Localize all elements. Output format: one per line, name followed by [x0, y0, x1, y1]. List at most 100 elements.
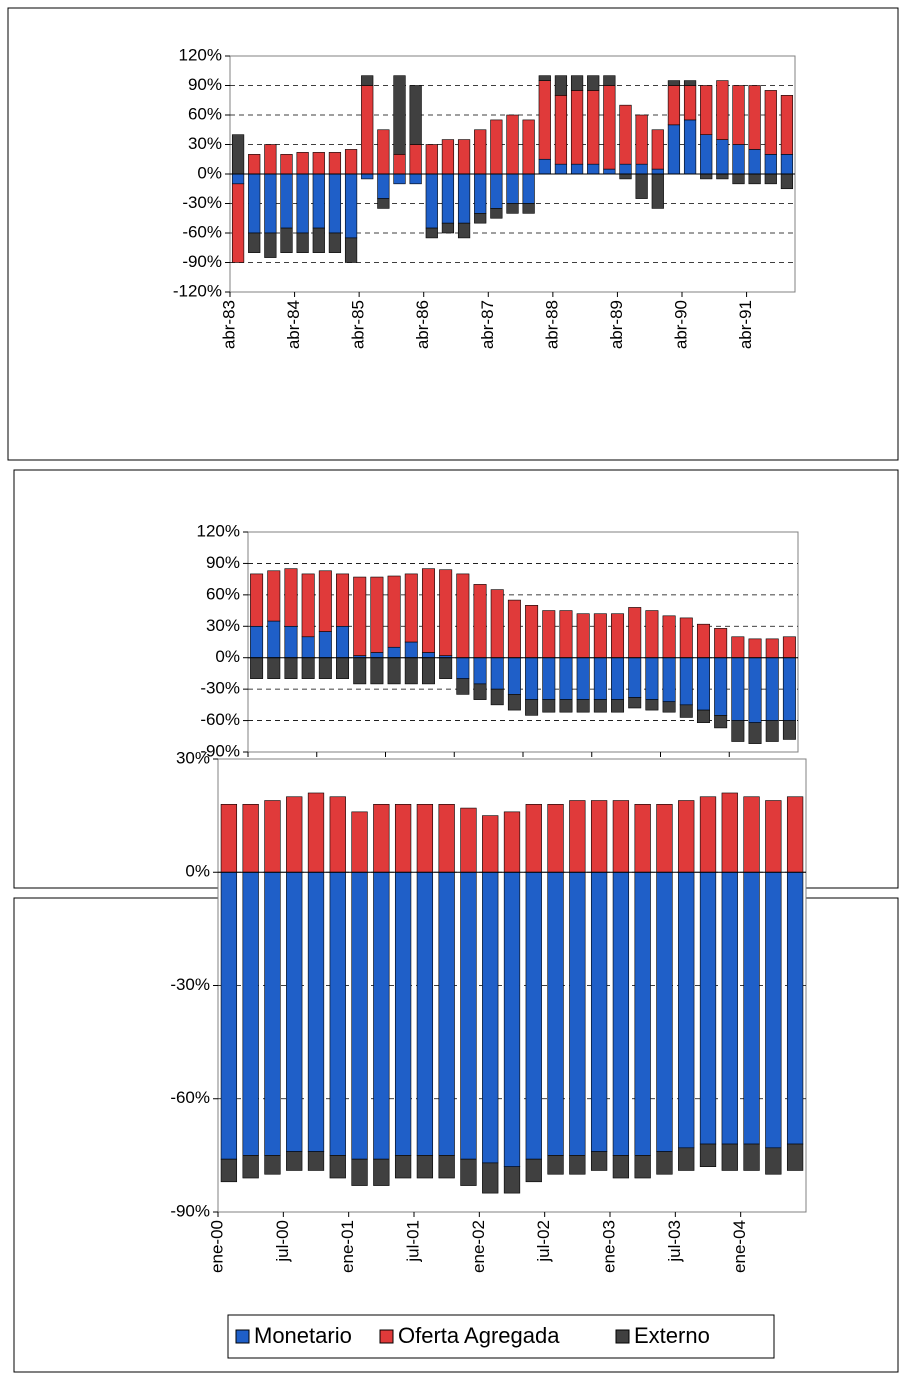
- bar-segment: [474, 129, 487, 175]
- y-tick-label: -30%: [182, 193, 222, 212]
- bar-segment: [301, 573, 315, 638]
- bar-segment: [506, 203, 519, 214]
- y-tick-label: 0%: [185, 862, 210, 881]
- bar-segment: [312, 227, 325, 253]
- bar-segment: [590, 871, 608, 1152]
- bar-segment: [267, 657, 281, 679]
- bar-segment: [628, 657, 642, 698]
- bar-segment: [460, 807, 477, 873]
- bar-segment: [782, 636, 796, 659]
- bar-segment: [645, 610, 659, 659]
- bar-segment: [264, 800, 281, 873]
- bar-segment: [748, 722, 762, 744]
- bar-segment: [296, 152, 309, 175]
- bar-segment: [438, 1155, 455, 1179]
- bar-segment: [635, 114, 648, 165]
- bar-segment: [570, 163, 584, 175]
- bar-segment: [576, 613, 590, 659]
- legend-label: Externo: [634, 1323, 710, 1348]
- bar-segment: [748, 85, 761, 150]
- bar-segment: [764, 90, 777, 155]
- bar-segment: [438, 871, 455, 1156]
- bar-segment: [656, 871, 673, 1152]
- x-tick-label: jul-03: [665, 1220, 684, 1263]
- bar-segment: [696, 623, 710, 659]
- bar-segment: [714, 628, 728, 659]
- bar-segment: [370, 657, 384, 685]
- bar-segment: [328, 232, 342, 253]
- bar-segment: [634, 1155, 651, 1179]
- bar-segment: [667, 124, 681, 175]
- bar-segment: [353, 657, 367, 685]
- bar-segment: [457, 173, 471, 224]
- bar-segment: [780, 95, 794, 155]
- bar-segment: [416, 1155, 434, 1179]
- bar-segment: [474, 173, 487, 214]
- bar-segment: [651, 129, 664, 170]
- bar-segment: [220, 803, 238, 873]
- bar-segment: [394, 871, 412, 1156]
- bar-segment: [525, 605, 539, 659]
- bar-segment: [490, 173, 503, 209]
- bar-segment: [634, 803, 651, 873]
- bar-segment: [421, 657, 435, 685]
- bar-segment: [683, 85, 697, 121]
- bar-segment: [460, 871, 477, 1160]
- bar-segment: [404, 657, 418, 685]
- bar-segment: [377, 198, 390, 209]
- bar-segment: [267, 570, 281, 622]
- bar-segment: [404, 573, 418, 643]
- bar-segment: [764, 173, 777, 185]
- bar-segment: [473, 657, 487, 685]
- bar-segment: [765, 800, 782, 873]
- bar-segment: [678, 871, 695, 1149]
- bar-segment: [264, 144, 277, 175]
- bar-segment: [587, 163, 600, 175]
- bar-segment: [554, 95, 568, 165]
- y-tick-label: -60%: [200, 710, 240, 729]
- bar-segment: [716, 139, 729, 175]
- bar-segment: [699, 871, 717, 1145]
- x-tick-label: jul-02: [534, 1220, 553, 1263]
- bar-segment: [679, 617, 693, 659]
- bar-segment: [662, 615, 676, 659]
- bar-segment: [699, 1143, 717, 1168]
- bar-segment: [503, 1166, 521, 1194]
- legend-label: Oferta Agregada: [398, 1323, 560, 1348]
- y-tick-label: -90%: [182, 252, 222, 271]
- bar-segment: [351, 811, 368, 873]
- bar-segment: [732, 173, 745, 185]
- bar-segment: [645, 657, 659, 700]
- bar-segment: [318, 631, 332, 659]
- bar-segment: [593, 699, 607, 713]
- bar-segment: [612, 800, 630, 873]
- bar-segment: [280, 227, 293, 253]
- bar-segment: [764, 154, 777, 175]
- bar-segment: [714, 657, 728, 716]
- bar-segment: [307, 792, 325, 873]
- bar-segment: [416, 803, 434, 873]
- bar-segment: [490, 119, 503, 175]
- bar-segment: [679, 657, 693, 706]
- bar-segment: [587, 90, 600, 165]
- bar-segment: [612, 1155, 630, 1179]
- bar-segment: [329, 871, 346, 1156]
- bar-segment: [394, 803, 412, 873]
- bar-segment: [441, 173, 455, 224]
- x-tick-label: abr-87: [478, 300, 497, 349]
- bar-segment: [656, 1151, 673, 1175]
- x-tick-label: abr-91: [736, 300, 755, 349]
- bar-segment: [457, 139, 471, 175]
- bar-segment: [370, 652, 384, 659]
- bar-segment: [522, 119, 535, 175]
- bar-segment: [393, 75, 406, 155]
- bar-segment: [635, 163, 648, 175]
- bar-segment: [280, 173, 293, 229]
- bar-segment: [473, 584, 487, 659]
- bar-segment: [699, 796, 717, 873]
- bar-segment: [377, 173, 390, 199]
- bar-segment: [286, 1151, 303, 1171]
- bar-segment: [780, 154, 794, 175]
- bar-segment: [611, 657, 625, 700]
